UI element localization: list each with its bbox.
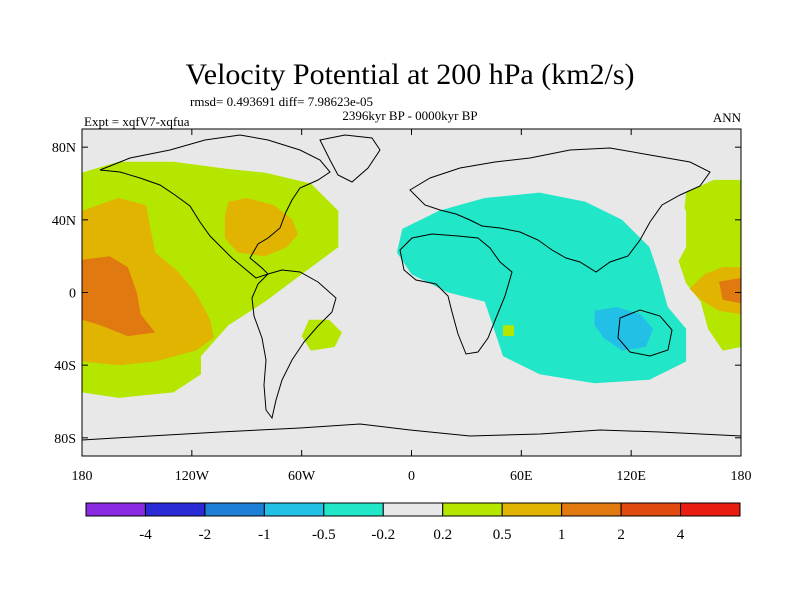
contour-region-maritime-continent-1 xyxy=(594,307,654,351)
contour-region-pacific-east-0.5 xyxy=(689,267,741,315)
contour-region-small-positive-patch xyxy=(503,325,514,337)
y-tick-label-1: 40N xyxy=(52,214,76,229)
colorbar-label-6: 0.5 xyxy=(493,527,512,543)
colorbar-swatch-5 xyxy=(382,502,444,517)
colorbar-swatch-3 xyxy=(263,502,325,517)
colorbar-swatch-6 xyxy=(442,502,503,517)
x-axis: 180 120W 60W 0 60E 120E 180 xyxy=(72,129,752,484)
x-tick-label-5: 120E xyxy=(616,469,646,484)
colorbar-label-7: 1 xyxy=(558,527,566,543)
colorbar-swatch-8 xyxy=(561,502,622,517)
colorbar-label-0: -4 xyxy=(139,527,152,543)
coastline-australia xyxy=(617,309,673,357)
y-tick-label-4: 80S xyxy=(54,432,76,447)
contour-region-pacific-west-1 xyxy=(82,256,156,337)
x-tick-label-0: 180 xyxy=(72,469,93,484)
y-tick-label-0: 80N xyxy=(52,141,76,156)
colorbar-swatch-2 xyxy=(204,502,265,517)
colorbar-swatch-4 xyxy=(323,502,384,517)
x-tick-label-4: 60E xyxy=(510,469,533,484)
contour-region-south-america-0.2 xyxy=(301,319,342,351)
colorbar-label-1: -2 xyxy=(199,527,212,543)
season-label: ANN xyxy=(713,110,742,125)
colorbar: -4 -2 -1 -0.5 -0.2 0.2 0.5 1 2 4 xyxy=(85,502,741,543)
contour-region-pacific-east-1 xyxy=(719,278,741,304)
colorbar-label-5: 0.2 xyxy=(433,527,452,543)
coastlines xyxy=(82,134,741,441)
colorbar-label-8: 2 xyxy=(617,527,625,543)
colorbar-swatch-1 xyxy=(144,502,206,517)
x-tick-label-2: 60W xyxy=(288,469,316,484)
y-axis: 80N 40N 0 40S 80S xyxy=(52,141,741,447)
contour-regions xyxy=(82,139,741,416)
coastline-africa xyxy=(399,233,513,355)
colorbar-label-3: -0.5 xyxy=(312,527,336,543)
coastline-antarctica xyxy=(82,423,741,441)
experiment-label: Expt = xqfV7-xqfua xyxy=(84,114,190,129)
contour-region-north-america-0.5 xyxy=(224,198,298,257)
colorbar-swatch-0 xyxy=(85,502,146,517)
colorbar-swatch-7 xyxy=(501,502,563,517)
coastline-greenland xyxy=(319,134,381,183)
colorbar-label-2: -1 xyxy=(258,527,271,543)
y-tick-label-2: 0 xyxy=(69,287,76,302)
x-tick-label-3: 0 xyxy=(408,469,415,484)
stats-line: rmsd= 0.493691 diff= 7.98623e-05 xyxy=(190,94,373,109)
x-tick-label-1: 120W xyxy=(175,469,210,484)
chart-title: Velocity Potential at 200 hPa (km2/s) xyxy=(185,58,634,91)
y-tick-label-3: 40S xyxy=(54,359,76,374)
coastline-north-america xyxy=(99,134,331,279)
coastline-eurasia xyxy=(409,147,711,273)
colorbar-label-9: 4 xyxy=(677,527,685,543)
x-tick-label-6: 180 xyxy=(731,469,752,484)
colorbar-swatch-10 xyxy=(680,502,741,517)
colorbar-swatch-9 xyxy=(620,502,682,517)
period-line: 2396kyr BP - 0000kyr BP xyxy=(342,108,477,123)
coastline-south-america xyxy=(251,269,337,420)
colorbar-label-4: -0.2 xyxy=(371,527,395,543)
